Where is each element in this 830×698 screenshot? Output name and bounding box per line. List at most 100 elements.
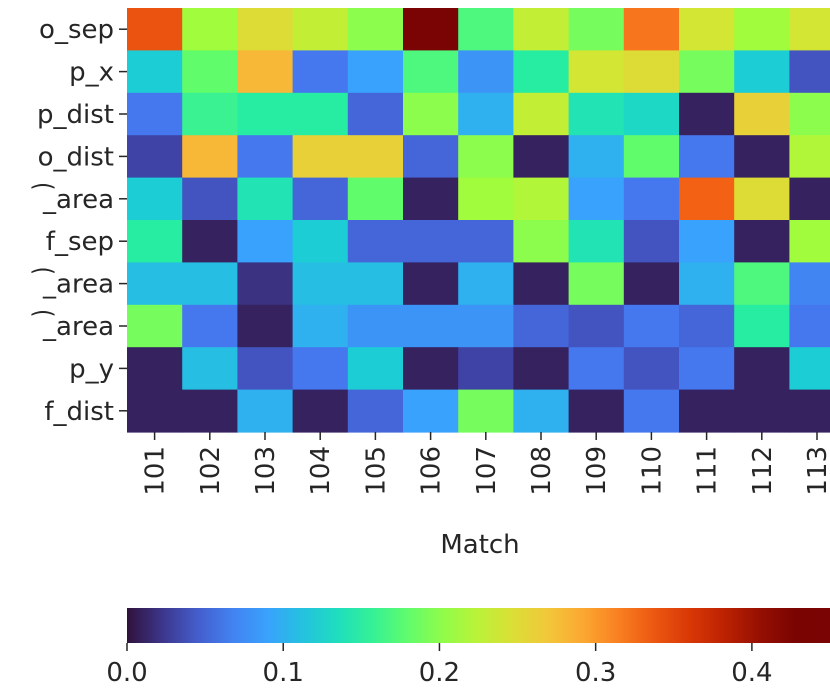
heatmap-cell: [734, 177, 790, 221]
heatmap-cell: [127, 8, 183, 51]
y-tick-label: o_dist: [38, 142, 114, 172]
heatmap-cell: [403, 92, 459, 136]
x-tick-label: 101: [141, 446, 171, 496]
heatmap-cell: [623, 50, 680, 94]
heatmap-cell: [513, 389, 570, 433]
heatmap-cell: [403, 177, 459, 221]
colorbar-tick-label: 0.3: [575, 658, 616, 688]
heatmap-cell: [182, 347, 238, 391]
heatmap-cell: [734, 50, 790, 94]
heatmap-cell: [734, 304, 790, 348]
heatmap-cell: [789, 8, 830, 51]
heatmap-cell: [458, 389, 514, 433]
heatmap-cell: [458, 304, 514, 348]
x-tick-label: 109: [582, 446, 612, 496]
heatmap-cell: [623, 347, 680, 391]
heatmap-cell: [182, 8, 238, 51]
heatmap-cell: [734, 262, 790, 306]
heatmap-cell: [403, 347, 459, 391]
heatmap-cell: [568, 50, 625, 94]
heatmap-cell: [568, 389, 625, 433]
heatmap-cell: [623, 389, 680, 433]
heatmap-cell: [237, 220, 294, 263]
heatmap-cell: [237, 92, 294, 136]
heatmap-cell: [347, 304, 404, 348]
heatmap-cell: [513, 177, 570, 221]
y-tick-label: p_x: [69, 58, 114, 88]
x-tick-label: 105: [361, 446, 391, 496]
heatmap-cell: [789, 50, 830, 94]
heatmap-cell: [679, 389, 735, 433]
heatmap-cell: [292, 304, 349, 348]
heatmap-cell: [237, 8, 294, 51]
heatmap-cell: [458, 92, 514, 136]
heatmap-cell: [679, 92, 735, 136]
heatmap-cell: [182, 50, 238, 94]
heatmap-cell: [789, 262, 830, 306]
heatmap-cell: [347, 220, 404, 263]
x-axis: 101 102 103 104 105 106 107 108 109 110 111 112 113: [141, 432, 830, 496]
heatmap-cell: [568, 304, 625, 348]
x-tick-label: 107: [472, 446, 502, 496]
heatmap-cell: [568, 262, 625, 306]
heatmap-cell: [513, 220, 570, 263]
heatmap-cell: [679, 50, 735, 94]
heatmap-cell: [789, 220, 830, 263]
heatmap-cell: [127, 304, 183, 348]
heatmap-cell: [127, 347, 183, 391]
y-tick-label: p_dist: [37, 100, 114, 130]
heatmap-cell: [734, 92, 790, 136]
heatmap-cell: [789, 135, 830, 179]
heatmap-cell: [127, 389, 183, 433]
x-tick-label: 103: [251, 446, 281, 496]
heatmap-cells: [127, 8, 830, 433]
heatmap-cell: [458, 135, 514, 179]
y-tick-label: ͡_area: [31, 182, 114, 215]
heatmap-cell: [789, 389, 830, 433]
heatmap-cell: [182, 220, 238, 263]
heatmap-cell: [458, 347, 514, 391]
x-tick-label: 111: [693, 446, 723, 496]
heatmap-cell: [292, 92, 349, 136]
heatmap-cell: [568, 347, 625, 391]
heatmap-cell: [623, 135, 680, 179]
heatmap-cell: [734, 347, 790, 391]
heatmap-cell: [347, 8, 404, 51]
heatmap-cell: [403, 220, 459, 263]
heatmap-cell: [513, 92, 570, 136]
heatmap-cell: [734, 135, 790, 179]
heatmap-cell: [403, 304, 459, 348]
heatmap-cell: [182, 304, 238, 348]
heatmap-cell: [789, 177, 830, 221]
y-axis: o_sep p_x p_dist o_dist͡_area f_sep͡_area͡_a…: [31, 15, 127, 427]
x-tick-label: 104: [306, 446, 336, 496]
heatmap-cell: [292, 262, 349, 306]
heatmap-cell: [458, 177, 514, 221]
heatmap-cell: [458, 220, 514, 263]
heatmap-cell: [127, 92, 183, 136]
x-tick-label: 110: [637, 446, 667, 496]
y-tick-label: ͡_area: [31, 267, 114, 300]
heatmap-cell: [789, 304, 830, 348]
heatmap-cell: [679, 347, 735, 391]
heatmap-cell: [292, 389, 349, 433]
heatmap-cell: [568, 135, 625, 179]
colorbar: 0.0 0.1 0.2 0.3 0.4: [106, 608, 830, 688]
heatmap-cell: [292, 220, 349, 263]
y-tick-label: ͡_area: [31, 309, 114, 342]
heatmap-cell: [237, 177, 294, 221]
heatmap-cell: [734, 389, 790, 433]
x-tick-label: 112: [748, 446, 778, 496]
heatmap-cell: [347, 262, 404, 306]
heatmap-cell: [789, 347, 830, 391]
x-tick-label: 106: [417, 446, 447, 496]
heatmap-cell: [127, 135, 183, 179]
heatmap-cell: [623, 304, 680, 348]
heatmap-cell: [734, 220, 790, 263]
colorbar-gradient: [127, 608, 830, 643]
heatmap-cell: [237, 135, 294, 179]
heatmap-cell: [347, 347, 404, 391]
heatmap-cell: [182, 389, 238, 433]
heatmap-cell: [623, 92, 680, 136]
colorbar-tick-label: 0.0: [106, 658, 147, 688]
